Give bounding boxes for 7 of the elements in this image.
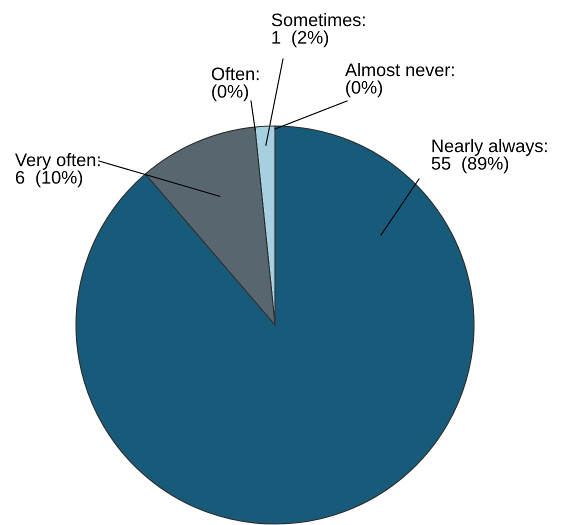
- slice-label: Nearly always: 55 (89%): [432, 139, 547, 174]
- text: (0%): [346, 80, 382, 98]
- category-label: Almost never:: [345, 63, 454, 76]
- slice-label: Sometimes: 1 (2%): [272, 13, 365, 48]
- text: (0%): [212, 84, 248, 102]
- category-label: Often:: [212, 67, 259, 80]
- slice-label: Very often: 6 (10%): [15, 153, 100, 188]
